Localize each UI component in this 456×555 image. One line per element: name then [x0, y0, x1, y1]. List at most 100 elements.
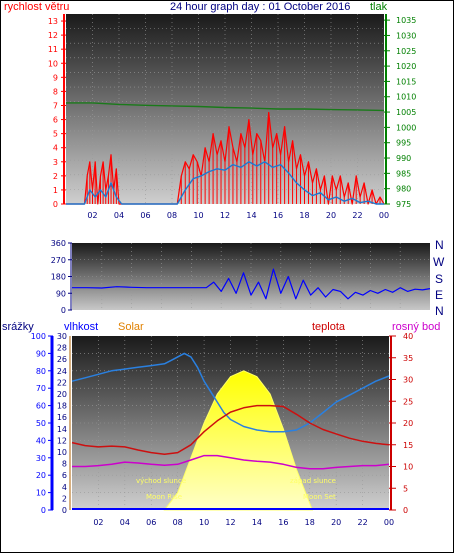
- compass-n-bottom: N: [435, 304, 444, 318]
- rain-tick-label: 8: [62, 460, 67, 469]
- moonrise-label: Moon Rise: [146, 493, 182, 501]
- rain-tick-label: 16: [57, 413, 67, 422]
- compass-s: S: [435, 272, 443, 286]
- rain-axis-label: srážky: [2, 321, 34, 333]
- humidity-line: [71, 352, 390, 433]
- humidity-tick-label: 70: [36, 384, 46, 393]
- wind-average-line: [66, 161, 384, 205]
- dir-tick-label: 180: [51, 273, 66, 282]
- rain-tick-label: 30: [57, 332, 67, 341]
- humidity-tick-label: 80: [36, 367, 46, 376]
- pressure-tick-label: 1025: [396, 47, 416, 56]
- dir-tick-label: 0: [61, 306, 66, 315]
- wind-tick-label: 5: [53, 130, 58, 139]
- rain-tick-label: 20: [57, 390, 67, 399]
- wind-x-tick-label: 12: [220, 211, 230, 220]
- temp-x-tick-label: 00: [384, 518, 394, 527]
- rain-tick-label: 4: [62, 483, 67, 492]
- wind-x-tick-label: 20: [326, 211, 336, 220]
- temp-x-tick-label: 08: [173, 518, 183, 527]
- temp-x-tick-label: 20: [331, 518, 341, 527]
- wind-x-tick-label: 08: [167, 211, 177, 220]
- dewpoint-line: [72, 454, 390, 470]
- wind-tick-label: 6: [53, 116, 58, 125]
- temp-tick-label: 20: [403, 419, 413, 428]
- wind-direction-line: [72, 268, 431, 300]
- compass-e: E: [435, 288, 443, 302]
- humidity-tick-label: 100: [31, 332, 46, 341]
- wind-axis-label: rychlost větru: [4, 1, 69, 13]
- moonset-label: Moon Set: [303, 493, 336, 501]
- wind-tick-label: 10: [48, 59, 58, 68]
- rain-tick-label: 0: [62, 506, 67, 515]
- temp-tick-label: 15: [403, 441, 413, 450]
- humidity-axis-label: vlhkost: [64, 321, 98, 333]
- pressure-tick-label: 1030: [396, 31, 416, 40]
- dir-tick-label: 360: [51, 239, 66, 248]
- wind-tick-label: 1: [53, 186, 58, 195]
- panel-direction-background: [72, 243, 430, 310]
- temp-x-tick-label: 14: [252, 518, 262, 527]
- temp-tick-label: 40: [403, 332, 413, 341]
- temp-x-tick-label: 02: [93, 518, 103, 527]
- rain-tick-label: 26: [57, 355, 67, 364]
- wind-x-tick-label: 00: [379, 211, 389, 220]
- wind-x-tick-label: 16: [273, 211, 283, 220]
- pressure-tick-label: 990: [396, 154, 411, 163]
- wind-tick-label: 13: [48, 17, 58, 26]
- wind-x-tick-label: 10: [193, 211, 203, 220]
- rain-tick-label: 10: [57, 448, 67, 457]
- humidity-tick-label: 90: [36, 349, 46, 358]
- pressure-tick-label: 1020: [396, 62, 416, 71]
- rain-tick-label: 12: [57, 436, 67, 445]
- dir-tick-label: 270: [51, 256, 66, 265]
- rain-tick-label: 18: [57, 402, 67, 411]
- compass-w: W: [433, 255, 445, 269]
- temp-axis-label: teplota: [312, 321, 346, 333]
- wind-x-tick-label: 02: [87, 211, 97, 220]
- dir-tick-label: 90: [56, 289, 66, 298]
- humidity-tick-label: 50: [36, 419, 46, 428]
- temp-tick-label: 0: [403, 506, 408, 515]
- wind-tick-label: 4: [53, 144, 58, 153]
- dew-axis-label: rosný bod: [392, 321, 440, 333]
- pressure-line: [66, 102, 385, 112]
- wind-tick-label: 2: [53, 172, 58, 181]
- wind-x-tick-label: 06: [140, 211, 150, 220]
- rain-tick-label: 28: [57, 344, 67, 353]
- compass-n-top: N: [435, 238, 444, 252]
- temp-x-tick-label: 22: [357, 518, 367, 527]
- solar-axis-label: Solar: [118, 321, 144, 333]
- wind-tick-label: 7: [53, 101, 58, 110]
- temp-x-tick-label: 16: [278, 518, 288, 527]
- humidity-tick-label: 0: [41, 506, 46, 515]
- pressure-tick-label: 1005: [396, 108, 416, 117]
- pressure-tick-label: 1035: [396, 16, 416, 25]
- temp-x-tick-label: 18: [305, 518, 315, 527]
- page-title: 24 hour graph day : 01 October 2016: [170, 1, 350, 13]
- wind-tick-label: 11: [48, 45, 58, 54]
- pressure-tick-label: 1015: [396, 77, 416, 86]
- wind-x-tick-label: 04: [114, 211, 124, 220]
- humidity-tick-label: 10: [36, 489, 46, 498]
- pressure-axis-label: tlak: [370, 1, 388, 13]
- rain-tick-label: 2: [62, 494, 67, 503]
- wind-tick-label: 8: [53, 87, 58, 96]
- humidity-tick-label: 30: [36, 454, 46, 463]
- rain-tick-label: 24: [57, 367, 67, 376]
- temp-x-tick-label: 04: [120, 518, 130, 527]
- wind-tick-label: 9: [53, 73, 58, 82]
- temp-tick-label: 25: [403, 397, 413, 406]
- pressure-tick-label: 1010: [396, 93, 416, 102]
- sunrise-label: východ slunce: [136, 477, 186, 485]
- temp-tick-label: 35: [403, 354, 413, 363]
- pressure-tick-label: 1000: [396, 123, 416, 132]
- rain-tick-label: 22: [57, 378, 67, 387]
- rain-tick-label: 6: [62, 471, 67, 480]
- temp-x-tick-label: 10: [199, 518, 209, 527]
- humidity-tick-label: 20: [36, 471, 46, 480]
- rain-tick-label: 14: [57, 425, 67, 434]
- humidity-tick-label: 40: [36, 436, 46, 445]
